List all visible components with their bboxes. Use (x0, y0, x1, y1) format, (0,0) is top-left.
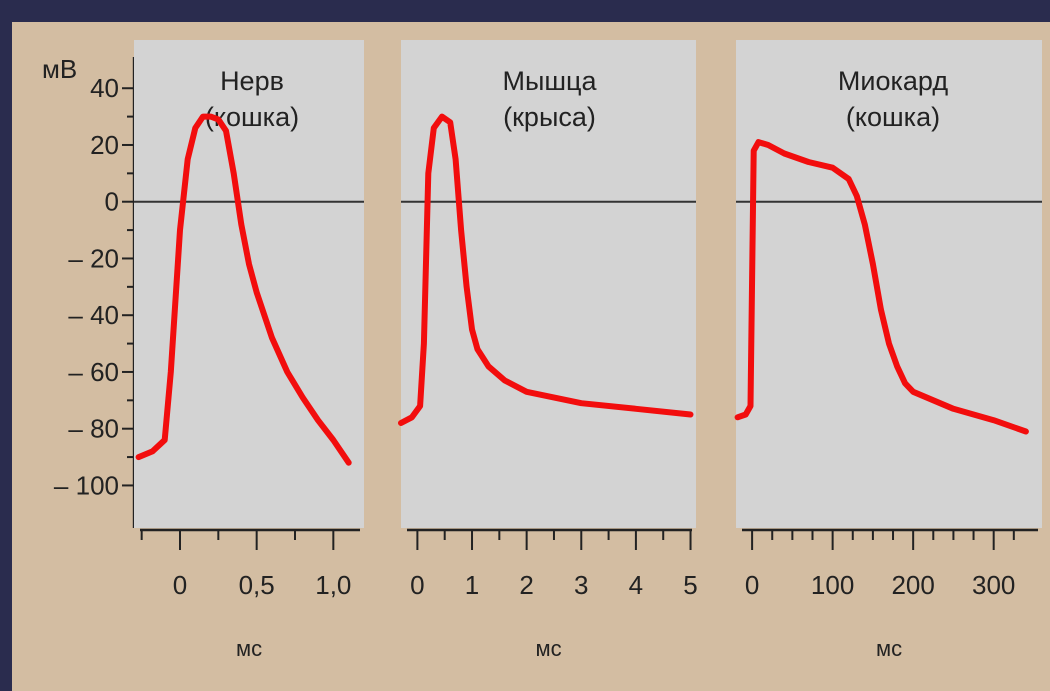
panel-background (134, 40, 364, 528)
x-tick-label: 0 (173, 570, 187, 600)
figure-background: 40 20 0– 20– 40– 60– 80– 100 мВ 0 0,5 1,0 мс Нер… (12, 22, 1050, 691)
panel-title: Нерв (220, 66, 284, 96)
y-tick-label: – 40 (68, 300, 119, 330)
x-axis-label: мс (535, 636, 561, 661)
panel-title: Мышца (502, 66, 597, 96)
y-tick-label: 20 (90, 130, 119, 160)
panel-title: Миокард (838, 66, 948, 96)
x-tick-label: 0 (410, 570, 424, 600)
y-tick-label: 0 (105, 187, 119, 217)
x-tick-label: 0,5 (239, 570, 275, 600)
x-tick-label: 5 (683, 570, 697, 600)
action-potential-trace (398, 113, 694, 426)
y-tick-label: – 20 (68, 243, 119, 273)
x-tick-label: 1 (465, 570, 479, 600)
action-potential-trace (135, 113, 352, 466)
x-tick-label: 100 (811, 570, 854, 600)
x-tick-label: 200 (891, 570, 934, 600)
y-tick-label: – 100 (54, 470, 119, 500)
x-axis-label: мс (876, 636, 902, 661)
chart-panel-2: 0 1 2 3 4 5 мс Мышца (крыса) (398, 40, 698, 661)
x-tick-label: 3 (574, 570, 588, 600)
panel-subtitle: (кошка) (846, 102, 940, 132)
y-tick-label: – 80 (68, 414, 119, 444)
x-tick-label: 2 (519, 570, 533, 600)
panel-background (736, 40, 1042, 528)
x-tick-label: 1,0 (315, 570, 351, 600)
x-axis-label: мс (236, 636, 262, 661)
x-tick-label: 300 (972, 570, 1015, 600)
x-tick-label: 0 (745, 570, 759, 600)
panel-subtitle: (крыса) (503, 102, 596, 132)
chart-panel-3: 0 100 200 300 мс Миокард (кошка) (734, 40, 1042, 661)
y-tick-label: – 60 (68, 357, 119, 387)
y-tick-label: 40 (90, 73, 119, 103)
action-potential-trace (734, 139, 1029, 435)
y-unit-label: мВ (42, 54, 77, 84)
x-tick-label: 4 (629, 570, 643, 600)
